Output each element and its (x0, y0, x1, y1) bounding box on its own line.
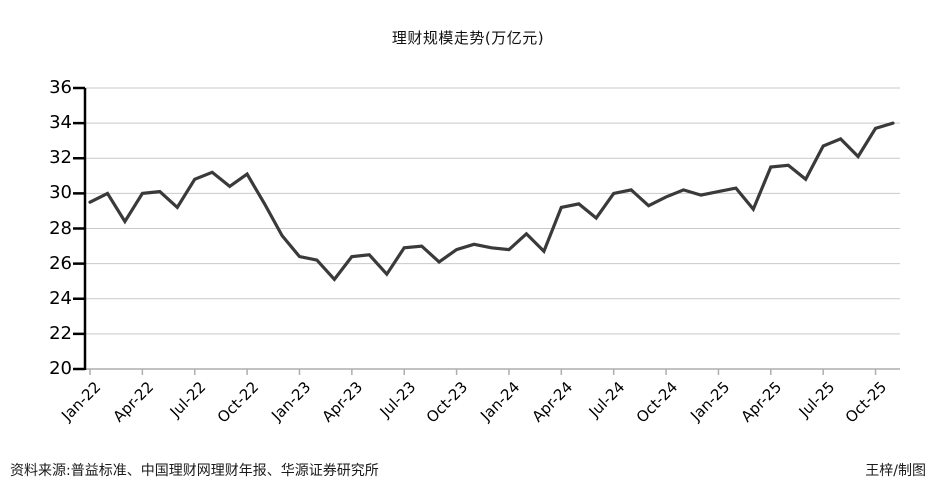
credit-note: 王梓/制图 (865, 463, 926, 479)
y-tick-label: 34 (49, 112, 72, 134)
y-tick-label: 24 (49, 287, 72, 309)
data-source-note: 资料来源:普益标准、中国理财网理财年报、华源证券研究所 (10, 463, 379, 479)
trend-line (88, 121, 895, 282)
y-tick-label: 30 (49, 182, 72, 204)
y-tick-label: 22 (49, 322, 72, 344)
y-tick-label: 36 (49, 77, 72, 98)
y-tick-label: 20 (49, 358, 72, 379)
y-tick-label: 28 (49, 217, 72, 239)
chart-title: 理财规模走势(万亿元) (391, 29, 545, 47)
y-tick-label: 26 (49, 252, 72, 274)
y-tick-label: 32 (49, 147, 72, 169)
